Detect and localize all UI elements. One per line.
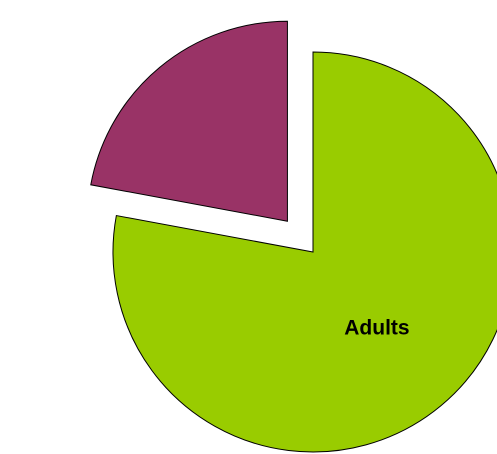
pie-slice	[90, 20, 288, 222]
pie-slice	[112, 51, 497, 453]
slice-label: Adults	[344, 316, 409, 339]
